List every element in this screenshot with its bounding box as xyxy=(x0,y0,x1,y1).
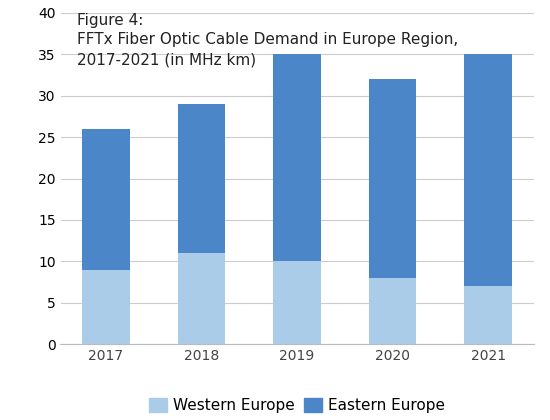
Text: Figure 4:
FFTx Fiber Optic Cable Demand in Europe Region,
2017-2021 (in MHz km): Figure 4: FFTx Fiber Optic Cable Demand … xyxy=(77,13,459,67)
Bar xyxy=(464,286,512,344)
Bar xyxy=(464,54,512,286)
Bar xyxy=(368,79,416,278)
Bar xyxy=(82,270,130,344)
Bar xyxy=(273,54,321,261)
Bar xyxy=(82,129,130,270)
Bar xyxy=(178,104,226,253)
Bar xyxy=(178,253,226,344)
Bar xyxy=(273,261,321,344)
Bar xyxy=(368,278,416,344)
Legend: Western Europe, Eastern Europe: Western Europe, Eastern Europe xyxy=(142,392,452,419)
